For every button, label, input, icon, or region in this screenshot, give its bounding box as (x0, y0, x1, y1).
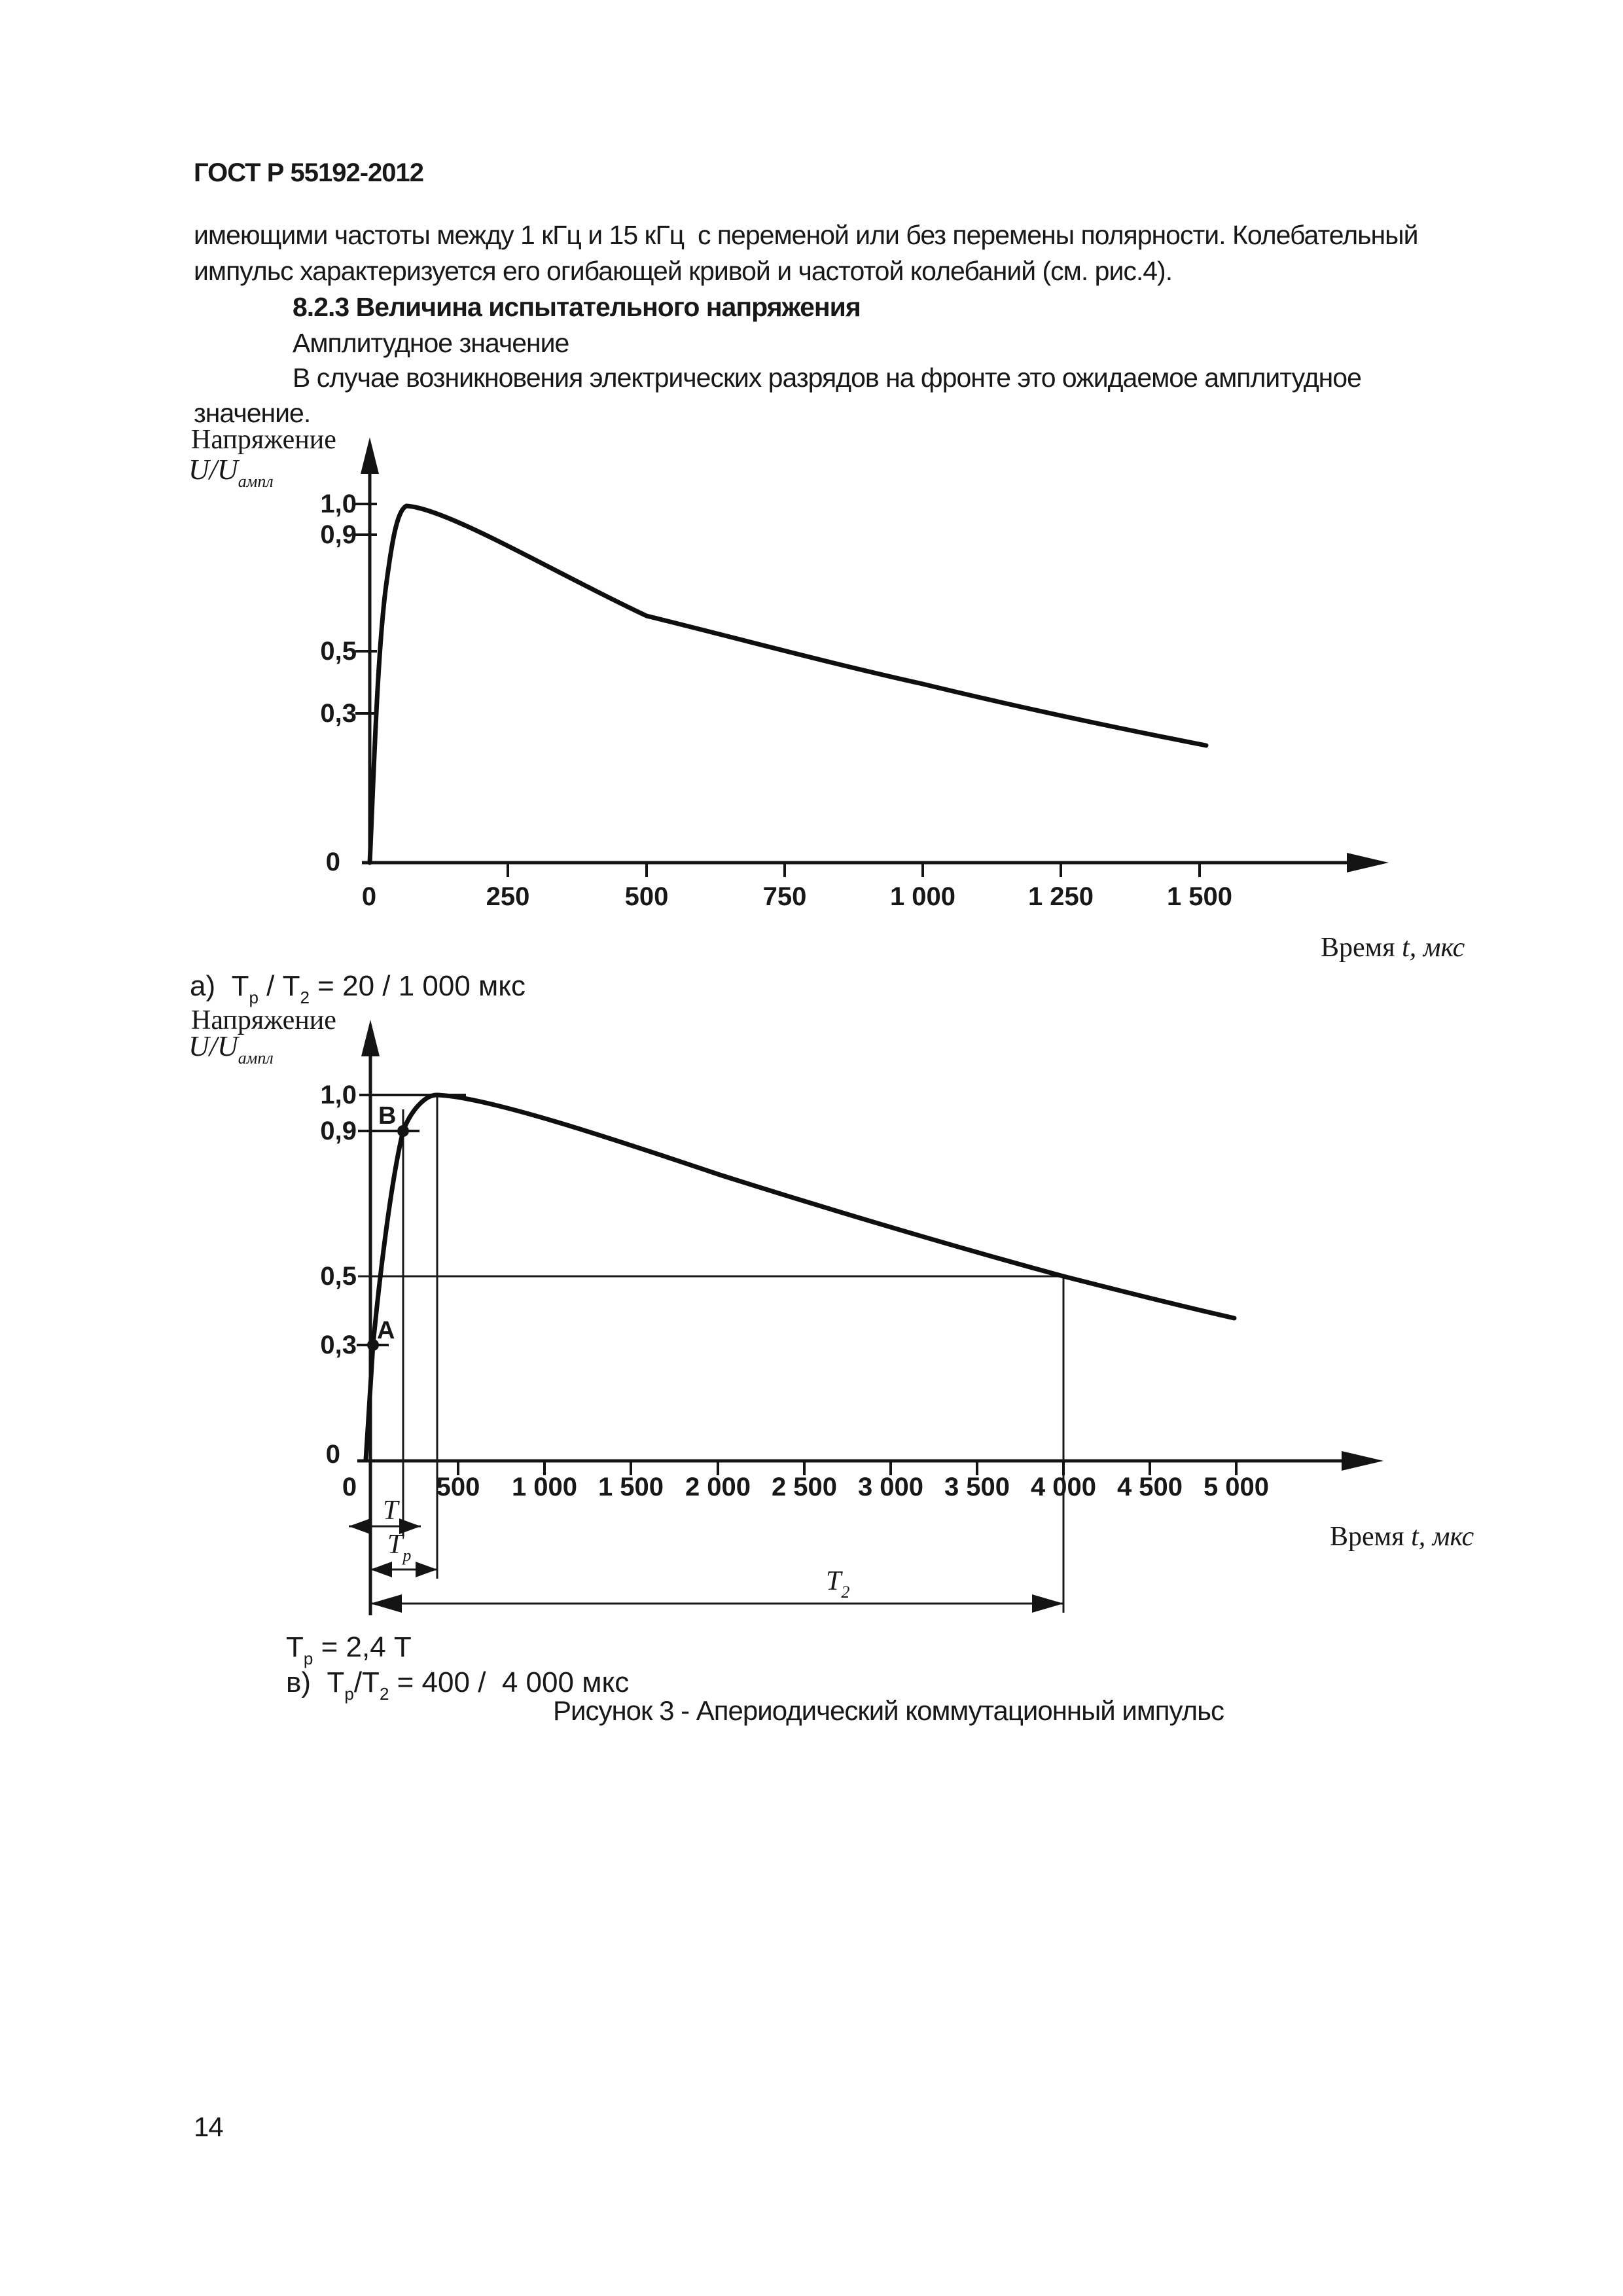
page-number: 14 (194, 2111, 224, 2142)
chart-b-x-tick-label: 2 000 (685, 1473, 751, 1501)
chart-a-y-tick-label: 0,5 (320, 637, 357, 666)
chart-b-x-tick-label: 5 000 (1203, 1473, 1270, 1501)
chart-a-x-tick-label: 250 (486, 882, 530, 911)
chart-b-x-tick-label: 2 500 (771, 1473, 838, 1501)
chart-b (349, 1020, 1383, 1615)
chart-b-time-unit: , мкс (1418, 1522, 1474, 1552)
paragraph-line-2: импульс характеризуется его огибающей кр… (194, 256, 1173, 286)
chart-b-x-tick-label: 1 500 (597, 1473, 664, 1501)
paragraph-line-3: Амплитудное значение (293, 328, 569, 358)
chart-a-y-tick-label: 0,3 (320, 699, 357, 728)
figure-b-caption-p3: = 400 / 4 000 мкс (389, 1666, 630, 1698)
dim-tp-label: Тр (387, 1529, 411, 1566)
chart-a-y-zero-label: 0 (325, 848, 340, 876)
paragraph-line-5: значение. (194, 398, 311, 428)
chart-a-y-axis-unit: U/Uампл (188, 453, 274, 492)
chart-b-curve (363, 1092, 1237, 1462)
chart-a-x-tick-label: 750 (762, 882, 807, 911)
chart-b-x-zero-label: 0 (342, 1473, 357, 1501)
chart-b-x-tick-label: 500 (436, 1473, 480, 1501)
chart-b-x-tick-label: 3 500 (944, 1473, 1010, 1501)
figure-a-caption-p1: а) Т (190, 970, 249, 1002)
chart-a-x-tick-label: 1 000 (889, 882, 956, 911)
paragraph-line-1: имеющими частоты между 1 кГц и 15 кГц с … (194, 220, 1418, 250)
chart-a-y-tick-label: 1,0 (320, 490, 357, 518)
chart-b-time-symbol: t (1411, 1522, 1419, 1552)
chart-b-point-a-dot (367, 1339, 379, 1351)
figure-a-caption-sub1: р (249, 988, 259, 1007)
tp-formula-p2: = 2,4 Т (313, 1631, 412, 1663)
figure-b-caption: в) Тр/Т2 = 400 / 4 000 мкс (286, 1666, 629, 1704)
chart-b-x-axis-title: Время t, мкс (1330, 1521, 1474, 1552)
chart-a-x-tick-label: 1 500 (1166, 882, 1233, 911)
chart-b-point-b-dot (397, 1125, 409, 1137)
dim-t2-sub: 2 (841, 1583, 850, 1602)
paragraph-line-4: В случае возникновения электрических раз… (293, 363, 1362, 393)
figure-a-caption-sub2: 2 (300, 988, 310, 1007)
chart-a-time-unit: , мкс (1409, 933, 1465, 963)
chart-a-y-axis-title: Напряжение (191, 425, 336, 455)
figure-b-caption-sub1: р (344, 1684, 354, 1704)
figure-a-caption-p3: = 20 / 1 000 мкс (309, 970, 526, 1002)
chart-a-x-tick-label: 1 250 (1027, 882, 1094, 911)
section-heading: 8.2.3 Величина испытательного напряжения (293, 292, 861, 322)
chart-b-unit-sub: ампл (238, 1049, 274, 1067)
tp-formula-sub: р (303, 1649, 313, 1668)
dim-tp-right-arrow-icon (416, 1562, 437, 1577)
chart-b-time-word: Время (1330, 1522, 1412, 1552)
chart-b-point-b-label: B (378, 1102, 397, 1130)
chart-a-x-axis-title: Время t, мкс (1321, 932, 1465, 963)
figure-caption: Рисунок 3 - Апериодический коммутационны… (553, 1695, 1224, 1726)
chart-a-x-axis-arrow-icon (1347, 853, 1389, 872)
dim-tp-left-arrow-icon (370, 1562, 392, 1577)
chart-b-y-axis-arrow-icon (361, 1020, 380, 1056)
dim-tp-base: Т (387, 1530, 403, 1560)
chart-b-y-tick-label: 0,9 (320, 1117, 357, 1145)
chart-a-unit-base: U/U (188, 454, 238, 486)
chart-b-y-tick-label: 0,5 (320, 1262, 357, 1291)
dim-t2-left-arrow-icon (370, 1594, 402, 1613)
dim-tp-sub: р (402, 1546, 412, 1565)
chart-b-y-axis-unit: U/Uампл (188, 1030, 274, 1068)
dim-t-right-arrow-icon (399, 1518, 421, 1534)
chart-b-y-zero-label: 0 (325, 1440, 340, 1469)
chart-b-y-tick-label: 0,3 (320, 1331, 357, 1359)
chart-b-x-tick-label: 3 000 (857, 1473, 924, 1501)
tp-formula-p1: Т (286, 1631, 304, 1663)
chart-a-y-tick-label: 0,9 (320, 520, 357, 549)
dim-t-label: Т (383, 1496, 399, 1526)
dim-t2-right-arrow-icon (1032, 1594, 1063, 1613)
figure-a-caption-p2: / Т (258, 970, 300, 1002)
chart-a (361, 437, 1389, 872)
chart-a-x-tick-label: 500 (624, 882, 669, 911)
tp-formula: Тр = 2,4 Т (286, 1631, 412, 1669)
chart-b-x-tick-label: 4 500 (1116, 1473, 1183, 1501)
chart-a-unit-sub: ампл (238, 472, 274, 491)
dim-t2-base: Т (826, 1566, 842, 1596)
chart-b-x-axis-arrow-icon (1342, 1451, 1383, 1471)
figure-a-caption: а) Тр / Т2 = 20 / 1 000 мкс (190, 970, 526, 1008)
dim-t2-label: Т2 (826, 1566, 849, 1602)
figure-b-caption-p2: /Т (353, 1666, 380, 1698)
chart-b-point-a-label: A (377, 1317, 395, 1344)
dim-t-left-arrow-icon (349, 1518, 370, 1534)
chart-b-y-tick-label: 1,0 (320, 1081, 357, 1109)
figure-b-caption-p1: в) Т (286, 1666, 345, 1698)
chart-a-curve (367, 503, 1209, 865)
chart-a-time-symbol: t (1402, 933, 1410, 963)
chart-a-x-zero-label: 0 (361, 882, 377, 911)
document-header: ГОСТ Р 55192-2012 (194, 158, 424, 187)
chart-b-x-tick-label: 4 000 (1030, 1473, 1097, 1501)
figure-b-caption-sub2: 2 (379, 1684, 389, 1704)
chart-b-x-tick-label: 1 000 (511, 1473, 578, 1501)
chart-b-unit-base: U/U (188, 1030, 238, 1062)
chart-a-time-word: Время (1321, 933, 1402, 963)
chart-b-y-axis-title: Напряжение (191, 1005, 336, 1035)
chart-a-y-axis-arrow-icon (361, 437, 379, 474)
